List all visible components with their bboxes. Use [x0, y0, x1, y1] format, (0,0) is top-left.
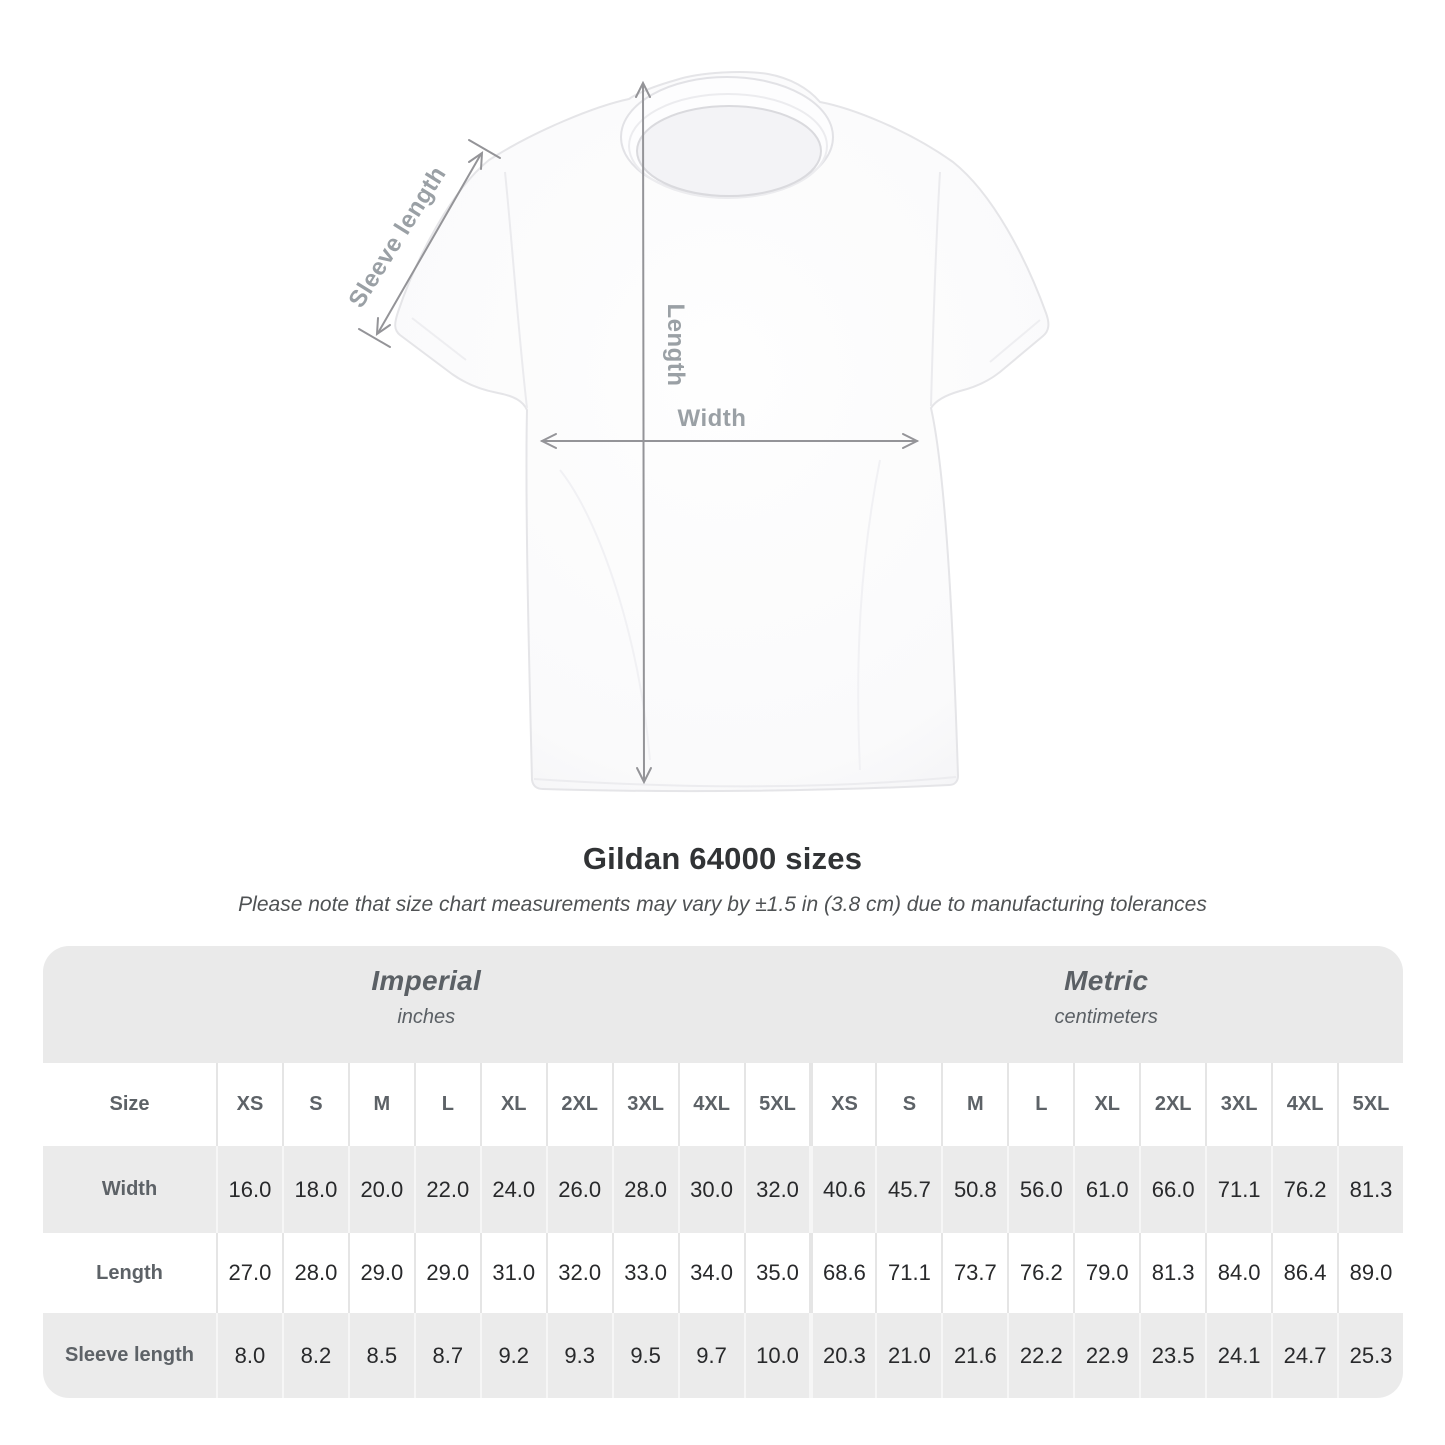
value-cell: 68.6 [809, 1233, 876, 1313]
value-cell: 20.0 [347, 1146, 414, 1233]
value-cell: 81.3 [1139, 1233, 1206, 1313]
value-cell: 8.2 [281, 1313, 348, 1398]
value-cell: 8.0 [216, 1313, 282, 1398]
size-header-4xl: 4XL [1271, 1063, 1338, 1146]
value-cell: 76.2 [1007, 1233, 1074, 1313]
value-cell: 16.0 [216, 1146, 282, 1233]
value-cell: 26.0 [545, 1146, 612, 1233]
size-header-2xl: 2XL [1139, 1063, 1206, 1146]
tolerance-note: Please note that size chart measurements… [238, 893, 1207, 916]
value-cell: 50.8 [941, 1146, 1008, 1233]
value-cell: 30.0 [677, 1146, 744, 1233]
page-title: Gildan 64000 sizes [582, 841, 863, 876]
value-cell: 9.2 [479, 1313, 546, 1398]
value-cell: 21.6 [941, 1313, 1008, 1398]
value-cell: 29.0 [347, 1233, 414, 1313]
size-header-l: L [1007, 1063, 1074, 1146]
width-label: Width [678, 405, 747, 432]
group-unit: inches [397, 1006, 456, 1028]
length-arrow [642, 83, 645, 781]
value-cell: 8.5 [347, 1313, 414, 1398]
value-cell: 81.3 [1337, 1146, 1403, 1233]
row-label-width: Width [43, 1146, 216, 1233]
value-cell: 9.7 [677, 1313, 744, 1398]
value-cell: 76.2 [1271, 1146, 1338, 1233]
size-header-xs: XS [809, 1063, 876, 1146]
value-cell: 24.7 [1271, 1313, 1338, 1398]
value-cell: 32.0 [545, 1233, 612, 1313]
value-cell: 21.0 [875, 1313, 942, 1398]
value-cell: 61.0 [1073, 1146, 1140, 1233]
group-label: Metric [1064, 965, 1149, 996]
size-table: Imperial inches Metric centimeters Size XS S M L… [43, 946, 1403, 1398]
size-header-5xl: 5XL [743, 1063, 810, 1146]
value-cell: 56.0 [1007, 1146, 1074, 1233]
size-header-3xl: 3XL [1205, 1063, 1272, 1146]
length-label: Length [662, 304, 689, 387]
value-cell: 35.0 [743, 1233, 810, 1313]
value-cell: 73.7 [941, 1233, 1008, 1313]
value-cell: 71.1 [1205, 1146, 1272, 1233]
value-cell: 22.0 [413, 1146, 480, 1233]
row-label-length: Length [43, 1233, 216, 1313]
size-header-s: S [281, 1063, 348, 1146]
value-cell: 71.1 [875, 1233, 942, 1313]
value-cell: 22.9 [1073, 1313, 1140, 1398]
value-cell: 28.0 [611, 1146, 678, 1233]
value-cell: 9.3 [545, 1313, 612, 1398]
size-header-3xl: 3XL [611, 1063, 678, 1146]
size-header-xl: XL [1073, 1063, 1140, 1146]
size-header-m: M [347, 1063, 414, 1146]
value-cell: 23.5 [1139, 1313, 1206, 1398]
value-cell: 40.6 [809, 1146, 876, 1233]
value-cell: 84.0 [1205, 1233, 1272, 1313]
value-cell: 45.7 [875, 1146, 942, 1233]
dimension-arrows [358, 80, 920, 785]
group-unit: centimeters [1054, 1006, 1158, 1028]
value-cell: 89.0 [1337, 1233, 1403, 1313]
tshirt-collar [620, 76, 834, 199]
metric-group-header: Metric centimeters [809, 946, 1403, 1063]
value-cell: 24.0 [479, 1146, 546, 1233]
size-header-2xl: 2XL [545, 1063, 612, 1146]
value-cell: 28.0 [281, 1233, 348, 1313]
value-cell: 10.0 [743, 1313, 810, 1398]
value-cell: 25.3 [1337, 1313, 1403, 1398]
size-header-s: S [875, 1063, 942, 1146]
value-cell: 86.4 [1271, 1233, 1338, 1313]
imperial-group-header: Imperial inches [43, 946, 810, 1063]
value-cell: 27.0 [216, 1233, 282, 1313]
size-header-4xl: 4XL [677, 1063, 744, 1146]
size-header-xs: XS [216, 1063, 282, 1146]
tshirt-seams [411, 171, 1041, 788]
value-cell: 79.0 [1073, 1233, 1140, 1313]
value-cell: 33.0 [611, 1233, 678, 1313]
value-cell: 29.0 [413, 1233, 480, 1313]
value-cell: 32.0 [743, 1146, 810, 1233]
value-cell: 24.1 [1205, 1313, 1272, 1398]
value-cell: 31.0 [479, 1233, 546, 1313]
value-cell: 66.0 [1139, 1146, 1206, 1233]
tshirt-body [394, 71, 1050, 793]
sleeve-length-arrow [377, 153, 482, 334]
size-header-5xl: 5XL [1337, 1063, 1403, 1146]
size-header-xl: XL [479, 1063, 546, 1146]
tshirt-measurement-diagram: Width Length Sleeve length [343, 71, 1050, 793]
value-cell: 34.0 [677, 1233, 744, 1313]
group-label: Imperial [371, 965, 482, 996]
value-cell: 8.7 [413, 1313, 480, 1398]
size-col-header: Size [43, 1063, 216, 1146]
value-cell: 22.2 [1007, 1313, 1074, 1398]
value-cell: 20.3 [809, 1313, 876, 1398]
size-header-m: M [941, 1063, 1008, 1146]
value-cell: 9.5 [611, 1313, 678, 1398]
row-label-sleeve-length: Sleeve length [43, 1313, 216, 1398]
size-header-l: L [413, 1063, 480, 1146]
value-cell: 18.0 [281, 1146, 348, 1233]
